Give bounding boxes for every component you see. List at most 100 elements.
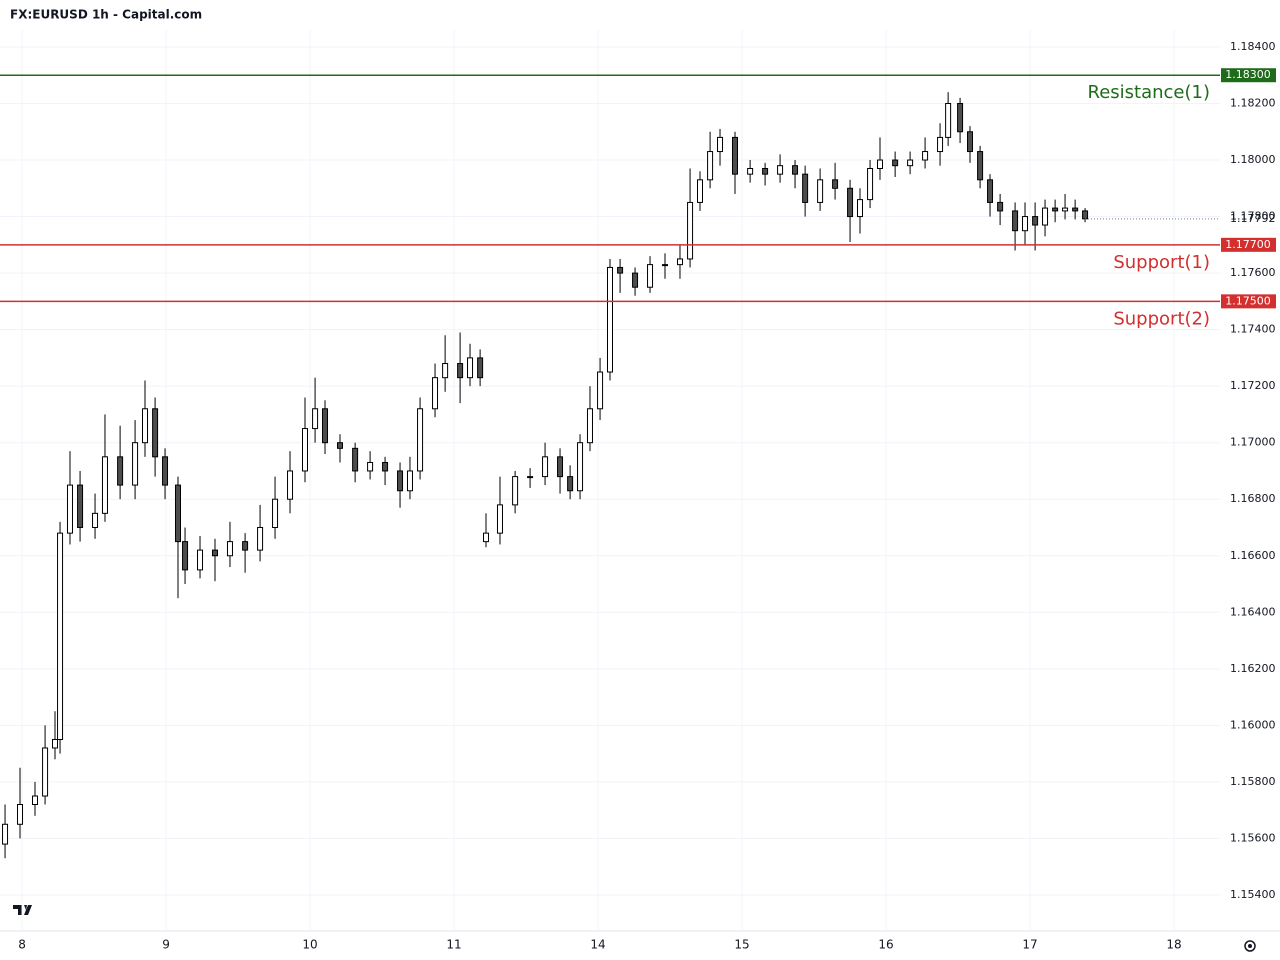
- candle-body: [77, 484, 84, 528]
- candle-body: [467, 357, 474, 379]
- x-tick-label: 8: [18, 938, 26, 952]
- x-tick-label: 11: [446, 938, 461, 952]
- candle-body: [152, 408, 159, 458]
- x-tick-label: 16: [878, 938, 893, 952]
- candle-body: [632, 272, 639, 288]
- candle-body: [432, 377, 439, 410]
- candle-body: [1042, 207, 1049, 226]
- candle-body: [1082, 210, 1089, 220]
- candle-body: [57, 532, 64, 740]
- candle-body: [867, 168, 874, 201]
- candle-body: [527, 476, 534, 479]
- candle-body: [182, 541, 189, 571]
- x-tick-label: 18: [1166, 938, 1181, 952]
- y-tick-label: 1.17000: [1230, 436, 1276, 449]
- level-name: Support(1): [1113, 252, 1210, 273]
- candle-body: [17, 803, 24, 825]
- y-tick-label: 1.17800: [1230, 210, 1276, 223]
- candle-body: [66, 484, 73, 534]
- candle-body: [211, 549, 218, 557]
- y-tick-label: 1.16000: [1230, 718, 1276, 731]
- candle-body: [877, 159, 884, 170]
- candle-body: [367, 461, 374, 472]
- y-tick-label: 1.18000: [1230, 153, 1276, 166]
- candle-body: [162, 456, 169, 486]
- candle-body: [557, 456, 564, 478]
- candle-body: [101, 456, 108, 514]
- candle-body: [802, 173, 809, 203]
- candle-body: [731, 136, 738, 175]
- candle-body: [847, 187, 854, 218]
- candle-body: [1072, 207, 1079, 212]
- candle-body: [1022, 216, 1029, 232]
- y-tick-label: 1.15400: [1230, 888, 1276, 901]
- candle-body: [31, 795, 38, 805]
- candle-body: [406, 470, 413, 492]
- candle-body: [226, 541, 233, 557]
- candle-body: [892, 159, 899, 167]
- candle-body: [597, 371, 604, 410]
- candle-body: [945, 102, 952, 138]
- settings-icon[interactable]: [1244, 940, 1256, 952]
- level-name: Resistance(1): [1088, 82, 1211, 103]
- candle-body: [272, 498, 279, 528]
- candle-body: [662, 264, 669, 267]
- candle-body: [697, 179, 704, 203]
- candle-body: [302, 428, 308, 472]
- candle-body: [417, 408, 424, 472]
- candle-body: [477, 357, 484, 379]
- tv-logo: [8, 894, 40, 926]
- candle-body: [586, 408, 593, 444]
- level-price-box: [1221, 237, 1276, 252]
- y-tick-label: 1.16600: [1230, 549, 1276, 562]
- candle-body: [197, 549, 204, 571]
- candle-body: [1032, 216, 1039, 226]
- candle-body: [336, 442, 343, 449]
- candle-body: [987, 179, 994, 203]
- level-price-box: [1221, 68, 1276, 83]
- candle-body: [617, 266, 624, 274]
- candle-body: [2, 823, 9, 845]
- candle-body: [567, 476, 574, 492]
- candle-body: [142, 408, 149, 444]
- level-price-label: 1.18300: [1225, 68, 1271, 81]
- candle-body: [352, 447, 359, 472]
- candle-body: [512, 476, 519, 506]
- candle-body: [717, 136, 724, 153]
- candle-body: [52, 738, 59, 749]
- level-name: Support(2): [1113, 308, 1210, 329]
- y-tick-label: 1.17200: [1230, 379, 1276, 392]
- candle-body: [707, 151, 714, 181]
- candle-body: [457, 363, 464, 379]
- candle-body: [496, 504, 503, 534]
- candle-body: [792, 165, 799, 175]
- candle-body: [967, 131, 974, 153]
- candle-body: [762, 168, 769, 175]
- candle-body: [747, 168, 754, 175]
- candle-body: [856, 199, 863, 218]
- candle-body: [42, 747, 49, 797]
- candle-body: [907, 159, 914, 167]
- candle-body: [676, 258, 683, 266]
- y-tick-label: 1.18400: [1230, 40, 1276, 53]
- candle-body: [442, 363, 449, 379]
- candle-body: [322, 408, 329, 444]
- y-tick-label: 1.17400: [1230, 323, 1276, 336]
- candle-body: [607, 266, 613, 373]
- candle-body: [242, 541, 249, 551]
- candle-body: [312, 408, 319, 430]
- candle-body: [1052, 207, 1059, 212]
- candle-body: [832, 179, 839, 189]
- y-tick-label: 1.17600: [1230, 266, 1276, 279]
- candle-body: [937, 136, 944, 153]
- candle-body: [1062, 207, 1069, 212]
- candle-body: [397, 470, 404, 492]
- x-tick-label: 17: [1022, 938, 1037, 952]
- candle-body: [287, 470, 294, 500]
- y-tick-label: 1.16200: [1230, 662, 1276, 675]
- y-tick-label: 1.16800: [1230, 492, 1276, 505]
- candle-body: [577, 442, 584, 492]
